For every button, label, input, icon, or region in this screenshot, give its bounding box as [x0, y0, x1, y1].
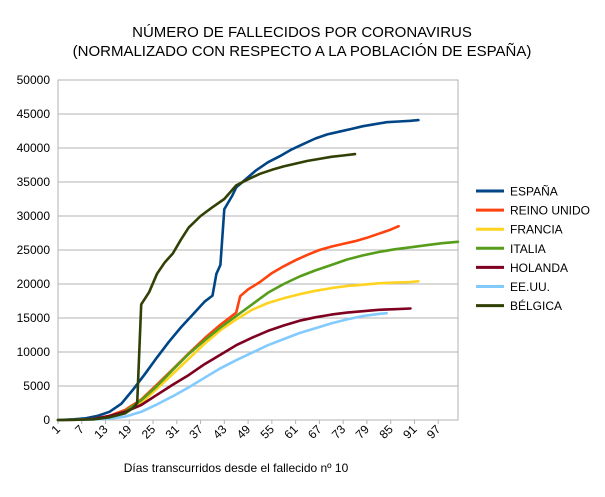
legend-label: ESPAÑA	[510, 185, 558, 199]
x-tick-label: 61	[281, 422, 301, 442]
legend-label: EE.UU.	[510, 280, 550, 294]
y-tick-label: 20000	[17, 277, 51, 291]
x-tick-label: 25	[139, 422, 159, 442]
series-line-1	[56, 118, 420, 422]
legend-label: ITALIA	[510, 242, 546, 256]
x-tick-label: 13	[91, 422, 111, 442]
x-tick-label: 73	[329, 422, 349, 442]
y-axis-tick-labels: 0 5000 10000 15000 20000 25000 30000 35000 40000…	[17, 73, 51, 427]
x-tick-label: 31	[163, 422, 183, 442]
y-tick-label: 30000	[17, 209, 51, 223]
series-line-7	[56, 152, 357, 422]
legend: ESPAÑA REINO UNIDO FRANCIA ITALIA HOLANDA EE.…	[476, 185, 590, 313]
y-tick-label: 5000	[23, 379, 50, 393]
x-axis-title: Días transcurridos desde el fallecido nº…	[124, 461, 349, 475]
x-tick-label: 79	[353, 422, 373, 442]
y-tick-label: 35000	[17, 175, 51, 189]
x-tick-label: 49	[234, 422, 254, 442]
y-tick-label: 10000	[17, 345, 51, 359]
x-tick-label: 85	[376, 422, 396, 442]
x-tick-label: 19	[115, 422, 135, 442]
x-axis-tick-labels: 1 7 13 19 25 31 37 43 49 55 61 67 73 79 85 91 97	[48, 420, 444, 442]
series-lines	[56, 118, 460, 422]
y-tick-label: 50000	[17, 73, 51, 87]
series-line-5	[56, 307, 412, 422]
x-tick-label: 97	[424, 422, 444, 442]
x-tick-label: 67	[305, 422, 325, 442]
series-line-4	[56, 240, 460, 422]
legend-label: HOLANDA	[510, 261, 568, 275]
y-tick-label: 0	[43, 413, 50, 427]
x-tick-label: 1	[48, 422, 63, 437]
y-tick-label: 15000	[17, 311, 51, 325]
x-tick-label: 55	[258, 422, 278, 442]
chart-title-line-2: (NORMALIZADO CON RESPECTO A LA POBLACIÓN…	[73, 43, 532, 60]
legend-label: BÉLGICA	[510, 298, 562, 313]
legend-label: REINO UNIDO	[510, 204, 590, 218]
legend-label: FRANCIA	[510, 223, 563, 237]
x-tick-label: 43	[210, 422, 230, 442]
y-tick-label: 40000	[17, 141, 51, 155]
y-tick-label: 45000	[17, 107, 51, 121]
chart-title-line-1: NÚMERO DE FALLECIDOS POR CORONAVIRUS	[132, 24, 472, 41]
x-tick-label: 91	[400, 422, 420, 442]
x-tick-label: 37	[186, 422, 206, 442]
series-line-6	[56, 311, 389, 422]
plot-area-border	[57, 79, 459, 421]
y-tick-label: 25000	[17, 243, 51, 257]
x-tick-label: 7	[72, 422, 87, 437]
